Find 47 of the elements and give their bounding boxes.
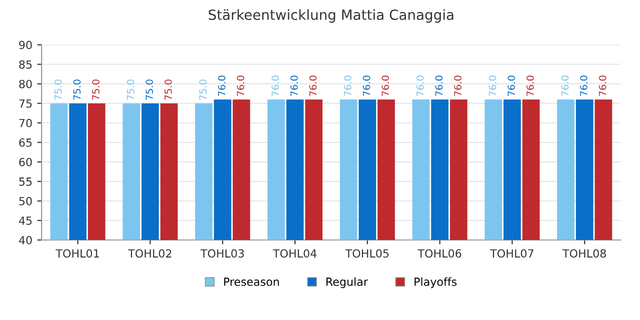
data-label: 76.0 bbox=[272, 76, 279, 96]
data-label: 76.0 bbox=[508, 76, 516, 96]
y-tick-label: 80 bbox=[19, 80, 32, 88]
data-label: 75.0 bbox=[146, 80, 154, 100]
y-tick-label: 60 bbox=[19, 158, 32, 166]
data-label: 76.0 bbox=[488, 76, 496, 96]
y-tick-label: 55 bbox=[19, 178, 32, 186]
data-label: 76.0 bbox=[580, 76, 588, 96]
x-tick-label: TOHL08 bbox=[562, 249, 606, 258]
legend-label: Regular bbox=[326, 277, 368, 288]
data-label: 75.0 bbox=[92, 80, 100, 100]
x-tick-label: TOHL02 bbox=[128, 249, 172, 258]
x-tick-label: TOHL06 bbox=[418, 249, 462, 258]
y-tick-label: 50 bbox=[19, 196, 32, 206]
y-tick-label: 75 bbox=[19, 99, 32, 108]
y-tick-label: 45 bbox=[18, 216, 32, 225]
data-label: 76.0 bbox=[454, 76, 462, 96]
x-tick-label: TOHL03 bbox=[200, 249, 244, 258]
data-label: 75.0 bbox=[164, 80, 172, 100]
x-tick-label: TOHL07 bbox=[490, 249, 534, 258]
data-label: 75.0 bbox=[126, 80, 134, 100]
legend-label: Playoffs bbox=[414, 277, 457, 288]
x-tick-label: TOHL01 bbox=[56, 249, 99, 258]
data-label: 76.0 bbox=[382, 76, 390, 96]
data-label: 75.0 bbox=[54, 80, 62, 100]
data-label: 76.0 bbox=[362, 76, 370, 96]
y-tick-label: 85 bbox=[19, 60, 32, 69]
data-label: 76.0 bbox=[526, 76, 534, 96]
data-label: 76.0 bbox=[290, 76, 298, 96]
y-tick-label: 40 bbox=[18, 236, 32, 244]
y-tick-label: 70 bbox=[19, 118, 32, 128]
data-label: 76.0 bbox=[309, 76, 317, 96]
x-tick-label: TOHL05 bbox=[345, 249, 389, 258]
data-label: 76.0 bbox=[598, 76, 606, 96]
data-label: 75.0 bbox=[73, 80, 81, 100]
y-tick-label: 90 bbox=[19, 40, 32, 50]
data-label: 76.0 bbox=[416, 76, 424, 96]
chart-title: Stärkeentwicklung Mattia Canaggia bbox=[208, 9, 454, 23]
data-label: 76.0 bbox=[561, 76, 569, 96]
data-label: 75.0 bbox=[199, 80, 207, 100]
legend-label: Preseason bbox=[224, 278, 279, 286]
data-label: 76.0 bbox=[344, 76, 352, 96]
data-label: 76.0 bbox=[435, 76, 443, 96]
y-tick-label: 65 bbox=[19, 138, 32, 147]
x-tick-label: TOHL04 bbox=[272, 249, 316, 258]
data-label: 76.0 bbox=[218, 76, 226, 96]
data-label: 76.0 bbox=[236, 76, 244, 96]
